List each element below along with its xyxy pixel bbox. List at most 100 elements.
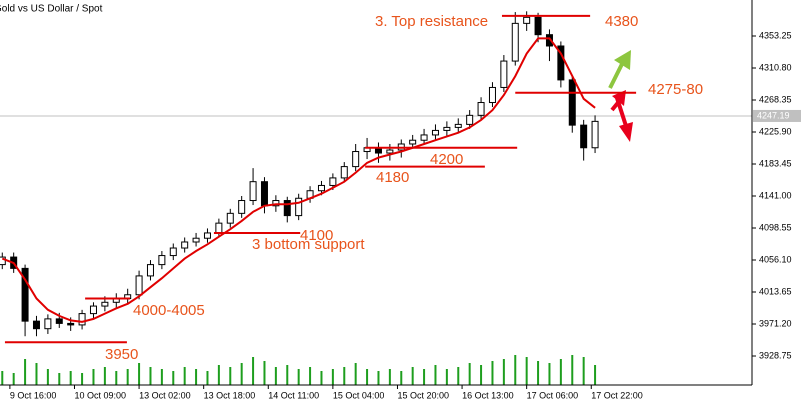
y-tick-label: 3928.75 [759,350,792,360]
candle-body [591,120,599,149]
volume-bar [366,369,369,385]
volume-bar [537,361,540,385]
volume-bar [138,363,141,385]
candle-body [409,139,417,145]
volume-bar [195,369,198,385]
x-tick-label: 10 Oct 09:00 [74,390,126,400]
volume-bar [160,369,163,385]
volume-bar [423,369,426,385]
level-label: 4000-4005 [133,302,205,319]
candle-body [317,184,325,192]
candle-body [352,151,360,168]
candle-body [580,124,588,149]
level-note: 3. Top resistance [375,13,488,30]
volume-bar [480,365,483,385]
volume-bar [274,367,277,385]
candle-body [21,267,29,322]
volume-bar [502,359,505,385]
volume-bar [24,359,27,385]
candle-body [89,305,97,315]
y-tick-label: 3971.20 [759,318,792,328]
x-tick-label: 17 Oct 06:00 [527,390,579,400]
candle-body [454,123,462,128]
candle-body [557,45,565,81]
volume-bar [252,357,255,385]
x-tick-label: 13 Oct 02:00 [139,390,191,400]
level-label: 3950 [105,346,138,363]
volume-bar [46,369,49,385]
x-tick-label: 16 Oct 13:00 [462,390,514,400]
y-tick-label: 4013.65 [759,286,792,296]
level-note: 3 bottom support [252,236,365,253]
volume-bar [172,371,175,385]
y-tick-label: 4183.45 [759,158,792,168]
volume-bar [331,369,334,385]
volume-bar [559,359,562,385]
volume-bar [571,355,574,385]
candle-body [249,181,257,202]
y-tick-label: 4098.55 [759,222,792,232]
volume-bar [468,363,471,385]
volume-bar [115,371,118,385]
y-tick-label: 4225.90 [759,126,792,136]
volume-bar [388,369,391,385]
volume-bar [491,361,494,385]
candle-body [477,102,485,116]
volume-bar [229,367,232,385]
volume-bar [582,357,585,385]
volume-bar [126,369,129,385]
volume-bar [320,371,323,385]
volume-bar [309,367,312,385]
y-tick-label: 4268.35 [759,94,792,104]
volume-bar [297,369,300,385]
volume-bar [263,361,266,385]
x-tick-label: 9 Oct 16:00 [10,390,57,400]
candle-body [181,241,189,249]
candle-body [488,86,496,104]
candle-body [44,318,52,330]
volume-bar [103,367,106,385]
candle-body [545,34,553,47]
level-label: 4380 [605,13,638,30]
volume-bar [514,355,517,385]
volume-bar [286,365,289,385]
volume-bar [377,371,380,385]
y-tick-label: 4353.25 [759,30,792,40]
arrow-down-red [615,97,633,142]
arrow-up-green [608,50,631,89]
volume-bar [354,363,357,385]
candle-body [443,126,451,131]
candle-body [215,222,223,234]
candle-body [340,166,348,179]
x-tick-label: 14 Oct 11:00 [268,390,319,400]
last-price-box [753,109,801,122]
volume-bar [434,365,437,385]
x-tick-label: 17 Oct 22:00 [591,390,643,400]
volume-bar [69,371,72,385]
candle-body [260,181,268,207]
x-tick-label: 15 Oct 20:00 [397,390,449,400]
level-label: 4180 [376,169,409,186]
candle-body [203,232,211,239]
candle-body [568,79,576,126]
candle-body [534,16,542,36]
volume-bar [343,367,346,385]
volume-bar [81,373,84,385]
candle-body [169,247,177,257]
y-tick-label: 4310.80 [759,62,792,72]
volume-bar [35,363,38,385]
y-tick-label: 4141.00 [759,190,792,200]
candle-body [295,197,303,217]
volume-bar [445,369,448,385]
level-label: 4200 [430,151,463,168]
candle-body [329,177,337,186]
last-price-label: 4247.19 [757,110,790,120]
volume-bar [149,367,152,385]
plot-area [0,11,752,385]
y-tick-label: 4056.10 [759,254,792,264]
candle-body [67,322,75,326]
candle-body [386,149,394,154]
volume-bar [240,363,243,385]
